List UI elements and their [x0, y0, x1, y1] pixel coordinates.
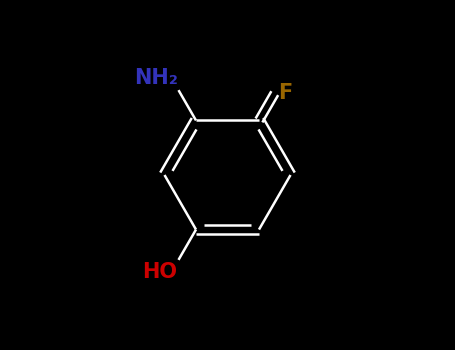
- Text: HO: HO: [142, 261, 177, 282]
- Text: F: F: [278, 83, 293, 103]
- Text: NH₂: NH₂: [135, 68, 178, 89]
